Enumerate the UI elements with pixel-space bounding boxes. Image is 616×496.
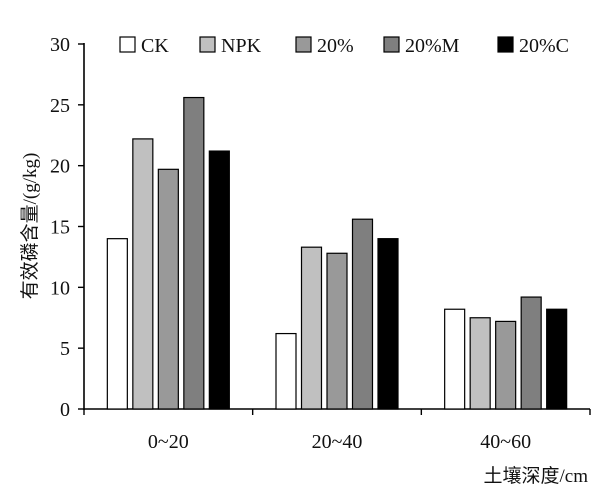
y-tick-label: 15 [50,217,70,239]
x-axis: 0~20 20~40 40~60 [83,408,591,453]
legend-label: 20%M [405,35,460,57]
bar-npk-2 [469,317,491,410]
y-tick-label: 30 [50,34,70,56]
x-tick-label: 20~40 [312,431,363,453]
bar-npk-1 [300,246,323,410]
legend-swatch [199,36,216,53]
y-ticks: 0 5 10 15 20 25 30 [50,34,84,421]
y-axis: 0 5 10 15 20 25 30 [50,34,85,421]
y-axis-label: 有效磷含量/(g/kg) [19,153,41,300]
y-tick-label: 5 [60,338,70,360]
x-tick-label: 40~60 [480,431,531,453]
bar-ck-0 [106,238,128,410]
bar-20pctm-2 [520,296,542,410]
legend-label: 20%C [519,35,569,57]
x-axis-label: 土壤深度/cm [484,465,589,487]
bar-20pctm-1 [351,218,374,410]
legend: CK NPK 20% 20%M 20%C [119,35,569,57]
x-ticks: 0~20 20~40 40~60 [83,409,591,453]
bar-20pctm-0 [183,96,205,410]
y-tick-label: 20 [50,156,70,178]
bar-20pct-2 [495,320,517,410]
legend-label: NPK [221,35,262,57]
legend-swatch [119,36,136,53]
bar-20pctc-2 [546,308,568,410]
bars [106,96,568,410]
legend-swatch [295,36,312,53]
bar-npk-0 [132,138,154,410]
bar-ck-2 [444,308,466,410]
x-tick-label: 0~20 [148,431,189,453]
legend-swatch [383,36,400,53]
y-tick-label: 0 [60,399,70,421]
legend-swatch [497,36,514,53]
bar-20pctc-1 [377,238,399,410]
legend-label: 20% [317,35,354,57]
bar-ck-1 [275,332,297,410]
bar-20pctc-0 [208,150,230,410]
y-tick-label: 25 [50,95,70,117]
y-tick-label: 10 [50,277,70,299]
bar-20pct-1 [326,252,348,410]
bar-20pct-0 [157,168,179,410]
legend-label: CK [141,35,169,57]
